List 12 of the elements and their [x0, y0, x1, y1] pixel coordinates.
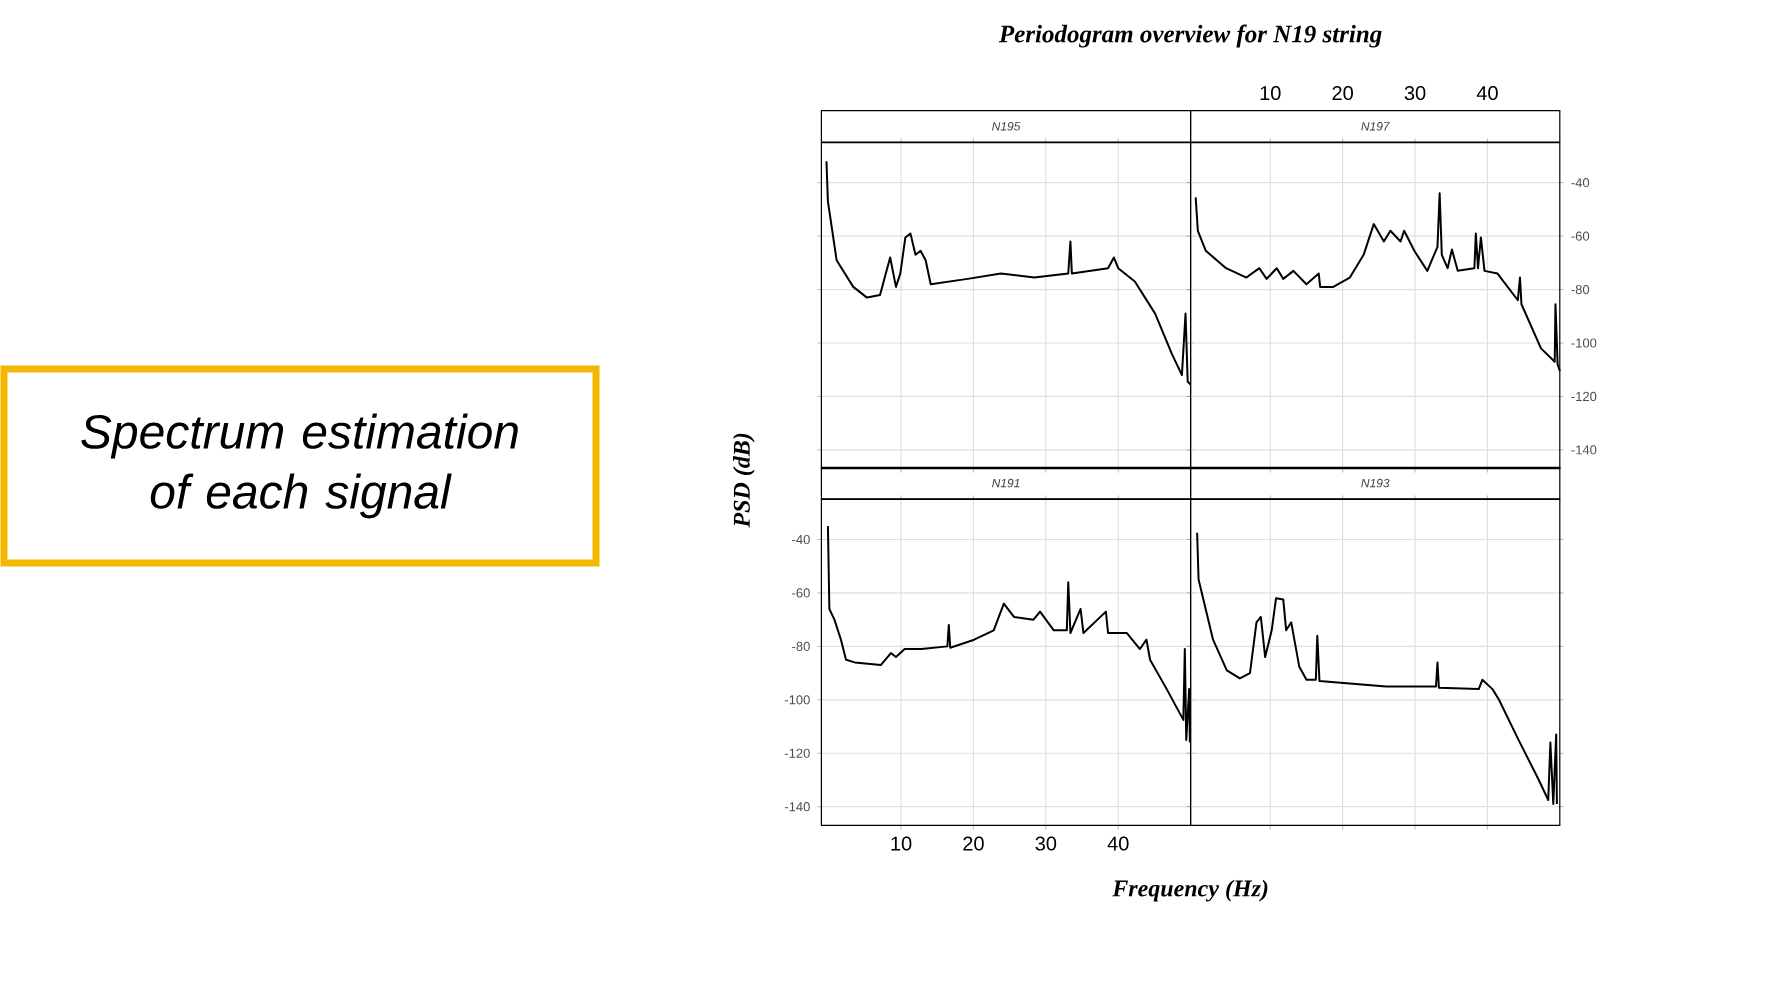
- x-tick-label: 10: [1260, 85, 1281, 101]
- x-tick-label: 20: [963, 836, 984, 851]
- x-tick-label: 10: [891, 836, 912, 851]
- x-tick-label: 40: [1476, 85, 1498, 101]
- x-tick-label: 20: [1332, 85, 1353, 101]
- text: Spectrum estimation of each signal: [81, 413, 518, 519]
- y-axis-title: PSD (dB): [732, 433, 755, 528]
- x-tick-label: 40: [1107, 836, 1129, 851]
- x-tick-label: 30: [1035, 836, 1057, 851]
- x-tick-label: 30: [1404, 85, 1426, 101]
- x-axis-title: Frequency (Hz): [1112, 879, 1268, 902]
- text: Periodogram overview for N19 string: [998, 24, 1382, 48]
